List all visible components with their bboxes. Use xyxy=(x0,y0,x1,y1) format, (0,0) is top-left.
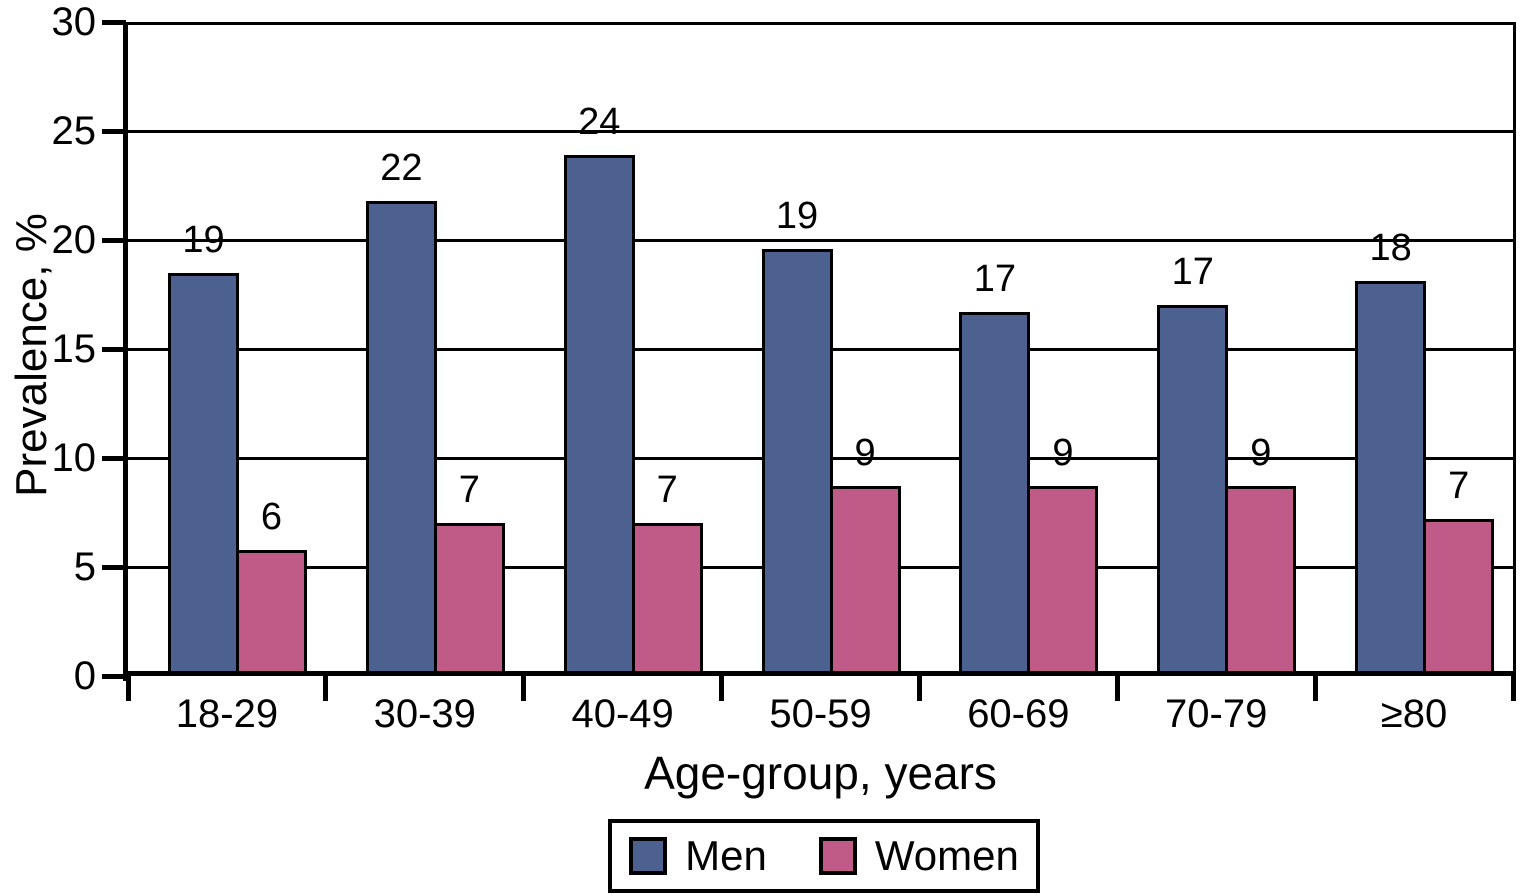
y-tick xyxy=(102,564,126,570)
x-tick-label: 70-79 xyxy=(1165,692,1268,736)
plot-area: 19 22 24 19 17 17 18 6 7 7 9 9 9 7 xyxy=(123,22,1516,681)
x-tick-label: 60-69 xyxy=(967,692,1070,736)
x-tick xyxy=(719,676,725,701)
plot-right-border xyxy=(1513,22,1516,679)
bar-value-label: 19 xyxy=(182,218,225,261)
bar-women-40-49 xyxy=(631,523,703,676)
bar-value-label: 22 xyxy=(380,146,423,189)
bar-value-label: 18 xyxy=(1369,227,1412,270)
x-tick xyxy=(1312,676,1318,701)
bar-men-≥80 xyxy=(1355,281,1427,676)
plot-top-border xyxy=(128,22,1513,25)
legend-swatch-men xyxy=(629,837,668,875)
y-tick-label: 30 xyxy=(51,0,97,44)
x-tick xyxy=(1510,676,1516,701)
y-tick xyxy=(102,346,126,352)
gridline xyxy=(128,238,1513,242)
bar-value-label: 7 xyxy=(656,469,678,512)
bar-women-70-79 xyxy=(1225,486,1297,676)
y-tick-label: 15 xyxy=(51,327,97,371)
bar-men-18-29 xyxy=(168,272,239,676)
x-tick-label: 50-59 xyxy=(769,692,872,736)
y-tick-label: 25 xyxy=(51,109,97,153)
bar-value-label: 19 xyxy=(775,194,819,237)
bar-value-label: 9 xyxy=(1250,432,1272,475)
y-tick-label: 20 xyxy=(51,218,97,262)
x-axis-title: Age-group, years xyxy=(644,747,997,799)
y-tick xyxy=(102,19,126,25)
x-axis-line xyxy=(123,671,1516,676)
gridline xyxy=(128,129,1513,133)
bar-men-40-49 xyxy=(563,154,635,676)
y-tick xyxy=(102,673,126,679)
bar-value-label: 9 xyxy=(854,432,876,475)
x-tick-label: 30-39 xyxy=(373,692,476,736)
bar-women-18-29 xyxy=(236,549,307,676)
bar-value-label: 17 xyxy=(1171,251,1214,294)
bar-men-70-79 xyxy=(1157,305,1229,676)
bar-value-label: 6 xyxy=(260,495,283,538)
y-tick xyxy=(102,237,126,243)
bar-value-label: 9 xyxy=(1052,432,1074,475)
legend-label-men: Men xyxy=(685,832,767,879)
bar-women-≥80 xyxy=(1423,519,1495,676)
x-tick xyxy=(125,676,131,701)
bar-women-60-69 xyxy=(1027,486,1099,676)
bar-men-60-69 xyxy=(959,311,1031,676)
bar-value-label: 24 xyxy=(578,100,621,143)
x-tick xyxy=(1114,676,1120,701)
x-tick-label: ≥80 xyxy=(1380,692,1448,736)
y-axis-line xyxy=(123,22,128,681)
bar-value-label: 7 xyxy=(1448,465,1470,508)
y-tick-label: 5 xyxy=(73,545,96,589)
bar-value-label: 7 xyxy=(458,469,480,512)
bar-value-label: 17 xyxy=(973,257,1017,300)
legend-item-men: Men xyxy=(629,833,767,879)
x-tick xyxy=(916,676,922,701)
legend-label-women: Women xyxy=(874,832,1019,879)
x-tick xyxy=(521,676,527,701)
legend-swatch-women xyxy=(818,837,857,875)
x-tick-label: 18-29 xyxy=(175,692,279,736)
y-tick-label: 0 xyxy=(73,654,96,698)
bar-men-50-59 xyxy=(761,248,833,676)
legend: Men Women xyxy=(608,819,1040,893)
y-tick xyxy=(102,455,126,461)
y-tick-label: 10 xyxy=(51,436,97,480)
y-tick xyxy=(102,128,126,134)
x-tick-label: 40-49 xyxy=(571,692,674,736)
x-tick xyxy=(323,676,329,701)
legend-item-women: Women xyxy=(818,832,1019,879)
bar-women-50-59 xyxy=(829,486,901,676)
bar-women-30-39 xyxy=(433,523,505,676)
bar-men-30-39 xyxy=(365,200,437,676)
